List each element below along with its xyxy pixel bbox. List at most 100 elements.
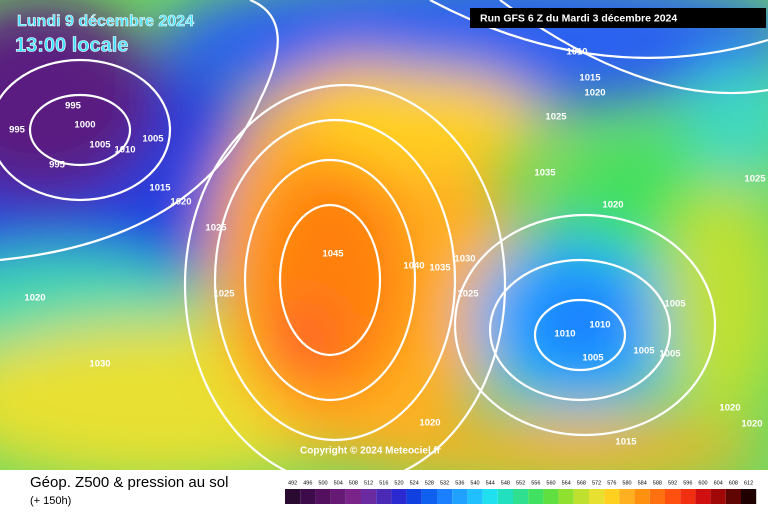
legend-swatch <box>741 489 757 504</box>
legend-label: 516 <box>379 480 388 486</box>
isobar-label: 1010 <box>554 329 575 340</box>
legend-label: 520 <box>394 480 403 486</box>
legend-label: 604 <box>714 480 723 486</box>
legend-swatch <box>680 489 696 504</box>
legend-swatch <box>665 489 681 504</box>
legend-label: 580 <box>622 480 631 486</box>
isobar-label: 1005 <box>659 349 681 360</box>
header: Lundi 9 décembre 2024 13:00 locale Run G… <box>15 8 766 57</box>
legend-label: 532 <box>440 480 449 486</box>
legend-label: 508 <box>349 480 358 486</box>
isobar-label: 1010 <box>566 47 587 58</box>
legend-label: 576 <box>607 480 616 486</box>
legend-swatch <box>497 489 513 504</box>
isobar-label: 1020 <box>719 403 740 414</box>
isobar-label: 1020 <box>170 197 191 208</box>
legend-swatch <box>604 489 620 504</box>
legend-label: 600 <box>698 480 707 486</box>
legend-label: 612 <box>744 480 753 486</box>
legend-label: 512 <box>364 480 373 486</box>
legend-label: 556 <box>531 480 540 486</box>
legend-label: 548 <box>501 480 510 486</box>
legend-label: 536 <box>455 480 464 486</box>
legend-label: 524 <box>410 480 419 486</box>
isobar-label: 1010 <box>114 145 135 156</box>
isobar-label: 1020 <box>419 418 440 429</box>
legend-swatch <box>361 489 377 504</box>
legend-label: 584 <box>638 480 647 486</box>
legend-swatch <box>437 489 453 504</box>
legend-label: 592 <box>668 480 677 486</box>
isobar-label: 1005 <box>633 346 655 357</box>
isobar-label: 1025 <box>205 223 227 234</box>
legend-swatch <box>619 489 635 504</box>
isobar-label: 1045 <box>322 249 344 260</box>
legend-swatch <box>315 489 331 504</box>
isobar-label: 1015 <box>579 73 601 84</box>
isobar-label: 1030 <box>89 359 110 370</box>
isobar-label: 1035 <box>429 263 451 274</box>
legend-label: 564 <box>562 480 571 486</box>
legend-label: 588 <box>653 480 662 486</box>
legend-swatch <box>391 489 407 504</box>
footer-title: Géop. Z500 & pression au sol <box>30 474 228 491</box>
date: Lundi 9 décembre 2024 <box>17 13 194 30</box>
legend-swatch <box>589 489 605 504</box>
run: Run GFS 6 Z du Mardi 3 décembre 2024 <box>480 12 677 24</box>
isobar-label: 1005 <box>89 140 111 151</box>
isobar-label: 1025 <box>457 289 479 300</box>
legend-swatch <box>285 489 301 504</box>
legend-swatch <box>634 489 650 504</box>
footer-subtitle: (+ 150h) <box>30 495 71 507</box>
isobar-label: 1005 <box>664 299 686 310</box>
legend-label: 544 <box>486 480 495 486</box>
isobar-label: 1010 <box>589 320 610 331</box>
legend-label: 492 <box>288 480 297 486</box>
legend-label: 608 <box>729 480 738 486</box>
isobar-label: 1000 <box>74 120 95 131</box>
isobar-label: 1005 <box>142 134 164 145</box>
legend-swatch <box>695 489 711 504</box>
legend-label: 496 <box>303 480 312 486</box>
legend-swatch <box>543 489 559 504</box>
legend-swatch <box>558 489 574 504</box>
legend-swatch <box>573 489 589 504</box>
isobar-label: 1020 <box>24 293 45 304</box>
legend-label: 540 <box>470 480 479 486</box>
legend-swatch <box>300 489 316 504</box>
run-box <box>470 8 766 28</box>
isobar-label: 1015 <box>149 183 171 194</box>
isobar-label: 1020 <box>584 88 605 99</box>
legend-swatch <box>421 489 437 504</box>
legend-swatch <box>406 489 422 504</box>
legend-label: 528 <box>425 480 434 486</box>
legend-swatch <box>482 489 498 504</box>
legend-swatch <box>330 489 346 504</box>
copyright: Copyright © 2024 Meteociel.fr <box>300 446 441 457</box>
isobar-label: 1020 <box>602 200 623 211</box>
legend-label: 572 <box>592 480 601 486</box>
legend-swatch <box>710 489 726 504</box>
isobar-label: 1030 <box>454 254 475 265</box>
isobar-label: 1040 <box>403 261 424 272</box>
isobar-label: 1025 <box>545 112 567 123</box>
isobar-label: 995 <box>9 125 26 136</box>
isobar-label: 1015 <box>615 437 637 448</box>
isobar-label: 1025 <box>213 289 235 300</box>
isobar-label: 995 <box>65 101 82 112</box>
isobar-label: 1020 <box>741 419 762 430</box>
legend-label: 500 <box>318 480 327 486</box>
legend-swatch <box>725 489 741 504</box>
legend-swatch <box>452 489 468 504</box>
legend-swatch <box>376 489 392 504</box>
isobar-label: 1025 <box>744 174 766 185</box>
legend-label: 560 <box>546 480 555 486</box>
legend-label: 552 <box>516 480 525 486</box>
isobar-label: 1005 <box>582 353 604 364</box>
legend-swatch <box>528 489 544 504</box>
legend-label: 504 <box>334 480 343 486</box>
legend-swatch <box>513 489 529 504</box>
isobar-label: 995 <box>49 160 66 171</box>
